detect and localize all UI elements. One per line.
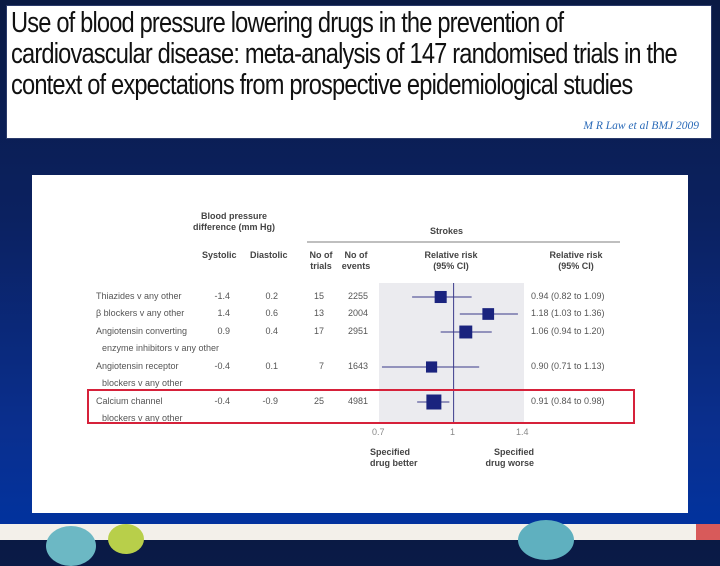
estimate-marker (482, 308, 495, 320)
bp-header: Blood pressure difference (mm Hg) (192, 211, 275, 232)
figure-panel (32, 175, 688, 513)
trials-value: 17 (313, 326, 324, 336)
tick-label: 1 (450, 427, 456, 437)
rr-text-value: 0.91 (0.84 to 0.98) (531, 396, 605, 406)
estimate-marker (434, 290, 447, 304)
diastolic-value: 0.6 (265, 308, 278, 318)
systolic-value: -0.4 (214, 396, 230, 406)
row-label: Angiotensin converting (96, 326, 188, 336)
footer-strip (0, 520, 720, 566)
decor-circle (108, 524, 144, 554)
title-box: Use of blood pressure lowering drugs in … (6, 5, 712, 139)
highlight-box (87, 389, 635, 424)
diastolic-header: Diastolic (250, 250, 288, 260)
citation: M R Law et al BMJ 2009 (583, 120, 699, 132)
decor-circle (46, 526, 96, 566)
trials-header: No of trials (309, 250, 333, 271)
estimate-marker (426, 394, 442, 410)
events-value: 1643 (347, 361, 368, 371)
row-label-cont: blockers v any other (102, 378, 183, 388)
rr-plot-header: Relative risk (95% CI) (424, 250, 478, 271)
row-label: Calcium channel (96, 396, 163, 406)
tick-label: 0.7 (372, 427, 385, 437)
systolic-value: 0.9 (217, 326, 230, 336)
diastolic-value: 0.2 (265, 291, 278, 301)
row-label-cont: enzyme inhibitors v any other (102, 343, 220, 353)
trials-value: 15 (313, 291, 324, 301)
rr-text-value: 0.90 (0.71 to 1.13) (531, 361, 605, 371)
row-label: β blockers v any other (96, 308, 185, 318)
rr-text-header: Relative risk (95% CI) (549, 250, 603, 271)
favours-left-label: Specified drug better (370, 447, 418, 468)
estimate-marker (425, 361, 438, 373)
trials-value: 25 (313, 396, 324, 406)
events-header: No of events (341, 250, 371, 271)
diastolic-value: -0.9 (262, 396, 278, 406)
plot-shade (379, 283, 524, 423)
diastolic-value: 0.4 (265, 326, 278, 336)
row-label: Angiotensin receptor (96, 361, 179, 371)
events-value: 4981 (347, 396, 368, 406)
favours-right-label: Specified drug worse (485, 447, 534, 468)
tick-label: 1.4 (516, 427, 529, 437)
rr-text-value: 1.18 (1.03 to 1.36) (531, 308, 605, 318)
decor-circle (518, 520, 574, 560)
events-value: 2951 (347, 326, 368, 336)
estimate-marker (459, 325, 473, 339)
rr-text-value: 0.94 (0.82 to 1.09) (531, 291, 605, 301)
systolic-value: -1.4 (214, 291, 230, 301)
events-value: 2004 (347, 308, 368, 318)
slide-title: Use of blood pressure lowering drugs in … (11, 7, 678, 101)
systolic-header: Systolic (202, 250, 237, 260)
row-label: Thiazides v any other (96, 291, 182, 301)
forest-plot (307, 241, 620, 423)
systolic-value: -0.4 (214, 361, 230, 371)
systolic-value: 1.4 (217, 308, 230, 318)
trials-value: 7 (318, 361, 324, 371)
strokes-header: Strokes (430, 226, 464, 236)
row-label-cont: blockers v any other (102, 413, 183, 423)
decor-block (696, 524, 720, 540)
diastolic-value: 0.1 (265, 361, 278, 371)
events-value: 2255 (347, 291, 368, 301)
rr-text-value: 1.06 (0.94 to 1.20) (531, 326, 605, 336)
trials-value: 13 (313, 308, 324, 318)
